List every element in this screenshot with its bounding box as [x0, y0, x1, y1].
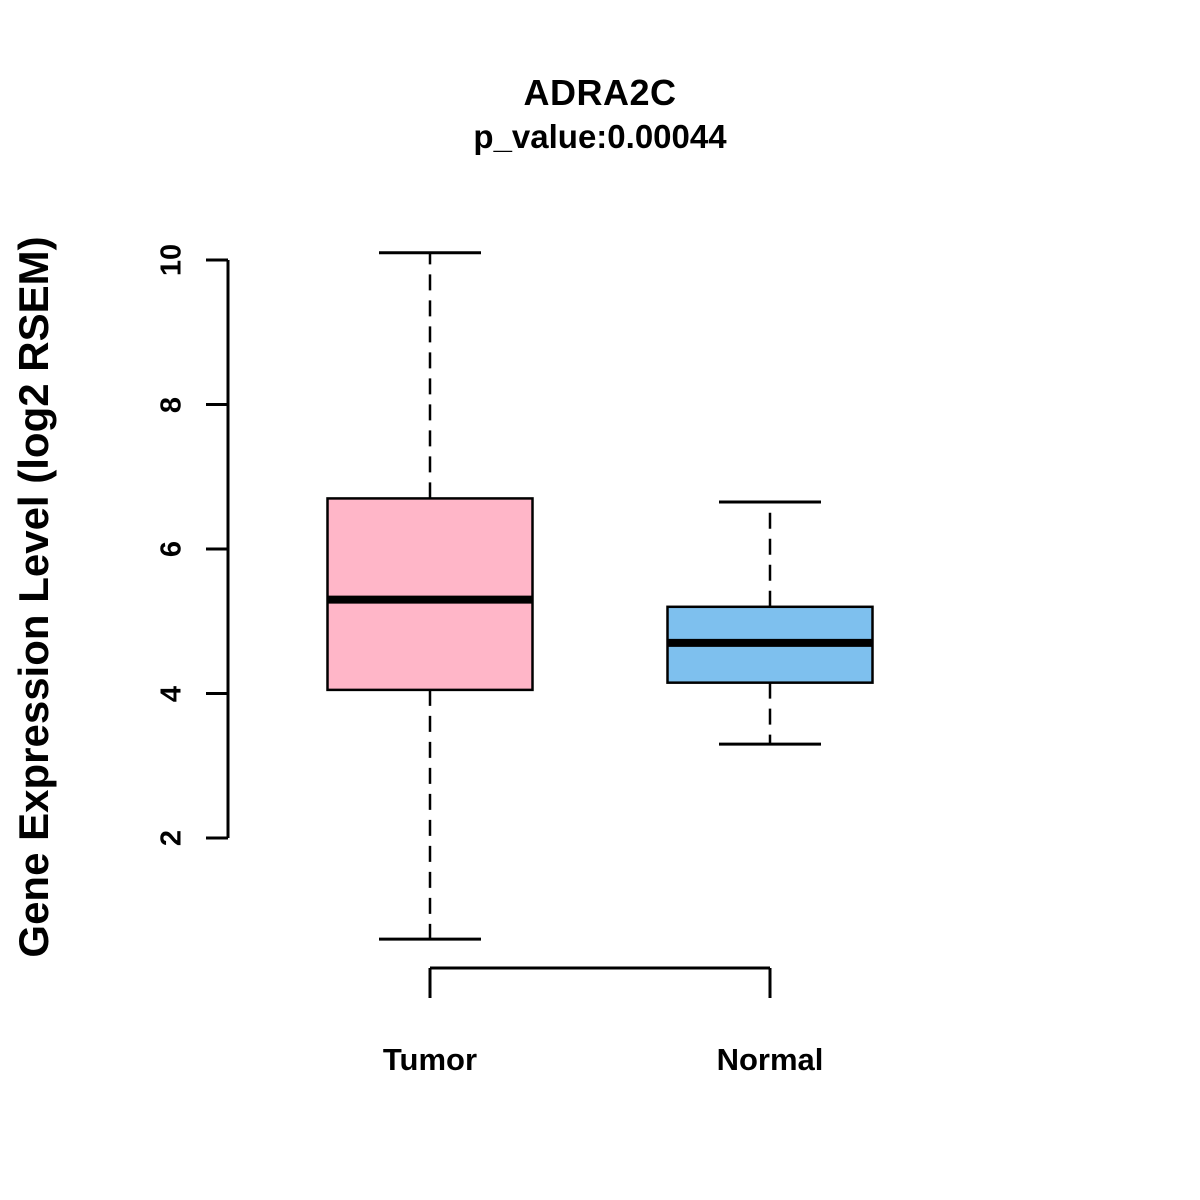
chart-title: ADRA2C [523, 72, 677, 113]
y-tick-label: 6 [155, 540, 188, 558]
iqr-box [326, 497, 534, 692]
x-tick-label-normal: Normal [716, 1042, 824, 1077]
y-tick-label: 10 [155, 243, 188, 277]
y-tick-label: 2 [155, 829, 188, 847]
box-tumor [326, 251, 534, 941]
chart-subtitle: p_value:0.00044 [473, 118, 727, 155]
y-tick-label: 8 [155, 396, 188, 413]
x-axis [428, 966, 772, 998]
y-axis [206, 258, 230, 840]
box-normal [666, 500, 874, 746]
x-tick-label-tumor: Tumor [382, 1042, 478, 1077]
y-tick-label: 4 [155, 685, 188, 702]
